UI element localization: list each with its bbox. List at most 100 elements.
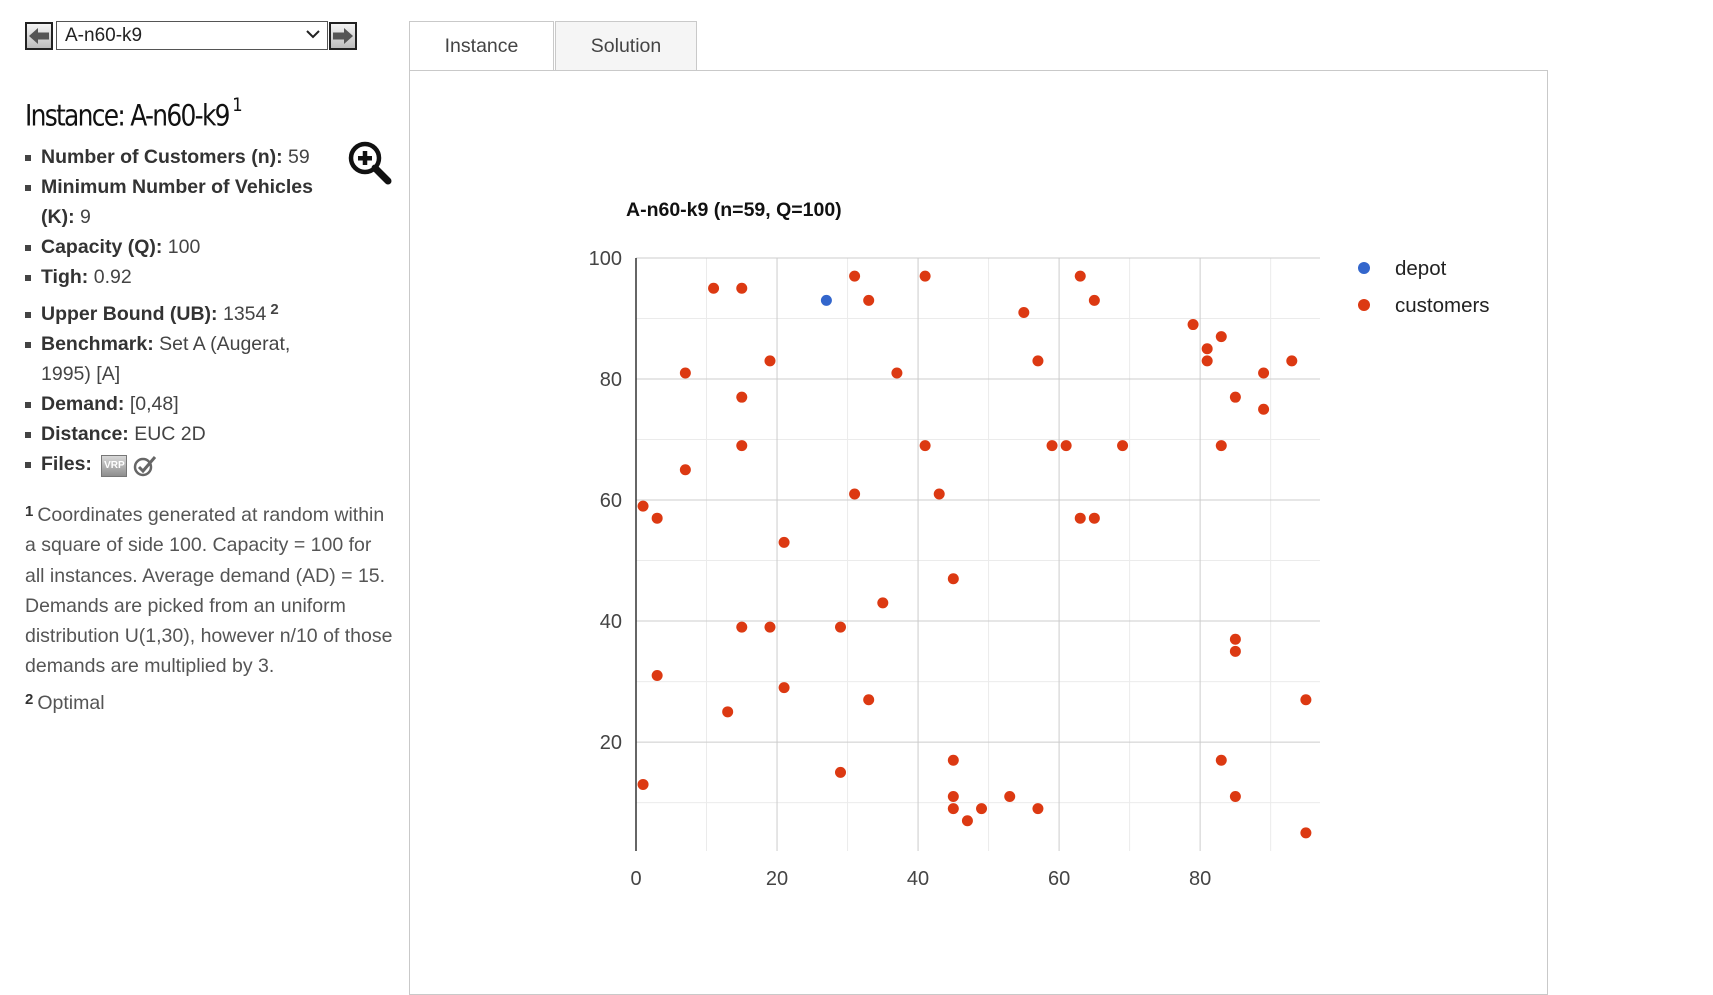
customer-point <box>1088 512 1100 524</box>
x-tick-label: 60 <box>1048 868 1070 890</box>
right-panel: Instance Solution 0 20 40 60 80 20 40 60 80 100 A-… <box>409 20 1548 995</box>
footnote-1: 1 Coordinates generated at random within … <box>25 500 395 682</box>
solution-file-icon[interactable] <box>133 455 157 477</box>
customer-point <box>933 488 945 500</box>
customer-point <box>778 682 790 694</box>
customer-point <box>679 367 691 379</box>
customer-point <box>764 621 776 633</box>
vrp-file-icon[interactable]: VRP <box>101 454 128 477</box>
tab-solution[interactable]: Solution <box>555 21 697 70</box>
customer-point <box>1018 306 1030 318</box>
prop-files: Files: VRP <box>25 449 345 480</box>
customer-point <box>1046 440 1058 452</box>
customer-point <box>1258 367 1270 379</box>
customer-point <box>877 597 889 609</box>
prop-ub-footnote-ref[interactable]: 2 <box>270 301 279 318</box>
legend-label-depot: depot <box>1395 257 1447 280</box>
arrow-right-icon[interactable] <box>329 22 357 50</box>
prop-capacity-label: Capacity (Q): <box>41 236 163 258</box>
customer-point <box>708 282 720 294</box>
prop-benchmark-label: Benchmark: <box>41 333 154 355</box>
customer-point <box>722 706 734 718</box>
instance-select-value: A-n60-k9 <box>65 25 143 46</box>
customer-point <box>1032 355 1044 367</box>
customer-point <box>778 536 790 548</box>
prop-tigh-value: 0.92 <box>93 266 132 288</box>
title-footnote-ref[interactable]: 1 <box>232 94 243 116</box>
prop-benchmark: Benchmark: Set A (Augerat, 1995) [A] <box>25 329 345 389</box>
title-prefix: Instance: <box>25 98 126 133</box>
customer-point <box>1117 440 1129 452</box>
x-tick-label: 80 <box>1189 868 1211 890</box>
customer-point <box>736 621 748 633</box>
customer-point <box>1215 440 1227 452</box>
customer-point <box>736 440 748 452</box>
instance-select[interactable]: A-n60-k9 <box>56 21 328 50</box>
customer-point <box>919 440 931 452</box>
customer-point <box>651 670 663 682</box>
prop-tigh: Tigh: 0.92 <box>25 262 345 292</box>
customer-point <box>1187 319 1199 331</box>
legend-marker-depot <box>1358 262 1370 274</box>
customer-point <box>764 355 776 367</box>
prop-demand-value: [0,48] <box>129 393 179 415</box>
x-tick-label: 0 <box>630 868 641 890</box>
customer-point <box>637 500 649 512</box>
customer-point <box>919 270 931 282</box>
customer-point <box>1074 270 1086 282</box>
prop-demand-label: Demand: <box>41 393 125 415</box>
prop-distance: Distance: EUC 2D <box>25 419 345 449</box>
tab-instance[interactable]: Instance <box>409 21 554 70</box>
tab-content: 0 20 40 60 80 20 40 60 80 100 A-n60-k9 (n=59, Q=10… <box>409 70 1548 995</box>
left-panel: A-n60-k9 Instance: A-n60-k9 1 Number of C… <box>25 20 400 714</box>
customer-point <box>976 803 988 815</box>
customer-point <box>1088 294 1100 306</box>
customer-point <box>736 391 748 403</box>
customer-point <box>1229 645 1241 657</box>
customer-point <box>1201 355 1213 367</box>
prop-files-label: Files: <box>41 453 92 475</box>
title-instance-name: A-n60-k9 <box>130 98 230 133</box>
prop-distance-label: Distance: <box>41 423 129 445</box>
customer-point <box>1300 827 1312 839</box>
customer-point <box>849 270 861 282</box>
prop-tigh-label: Tigh: <box>41 266 89 288</box>
prop-ub-value: 1354 <box>222 303 267 325</box>
customer-point <box>947 803 959 815</box>
prop-demand: Demand: [0,48] <box>25 389 345 419</box>
y-tick-label: 40 <box>600 611 622 633</box>
depot-point <box>820 294 832 306</box>
customer-point <box>1215 331 1227 343</box>
customer-point <box>834 621 846 633</box>
footnote-1-number: 1 <box>25 503 34 520</box>
customer-point <box>1004 791 1016 803</box>
prop-customers-value: 59 <box>288 146 310 168</box>
prop-capacity: Capacity (Q): 100 <box>25 232 345 262</box>
arrow-left-glyph <box>29 28 49 44</box>
chart-title: A-n60-k9 (n=59, Q=100) <box>626 199 842 221</box>
customer-point <box>863 294 875 306</box>
prop-distance-value: EUC 2D <box>134 423 206 445</box>
customer-point <box>1286 355 1298 367</box>
x-tick-label: 20 <box>766 868 788 890</box>
customer-point <box>1300 694 1312 706</box>
y-tick-label: 60 <box>600 490 622 512</box>
files-icons: VRP <box>101 450 156 480</box>
customer-point <box>1258 403 1270 415</box>
scatter-chart: 0 20 40 60 80 20 40 60 80 100 A-n60-k9 (n=59, Q=10… <box>589 199 1490 890</box>
page-title: Instance: A-n60-k9 1 <box>25 94 243 133</box>
prop-benchmark-value: Set A (Augerat, 1995) [A] <box>41 333 291 385</box>
arrow-left-icon[interactable] <box>25 22 53 50</box>
footnote-1-text: Coordinates generated at random within a… <box>25 504 393 678</box>
customer-point <box>891 367 903 379</box>
customer-point <box>947 573 959 585</box>
instance-properties: Number of Customers (n): 59 Minimum Numb… <box>25 142 345 480</box>
legend-marker-customers <box>1358 299 1370 311</box>
prop-vehicles-value: 9 <box>80 206 91 228</box>
zoom-in-icon[interactable] <box>347 140 393 186</box>
customer-point <box>1215 754 1227 766</box>
customer-point <box>1032 803 1044 815</box>
y-tick-label: 80 <box>600 369 622 391</box>
footnote-2-text: Optimal <box>37 691 105 714</box>
footnote-2: 2 Optimal <box>25 688 395 718</box>
